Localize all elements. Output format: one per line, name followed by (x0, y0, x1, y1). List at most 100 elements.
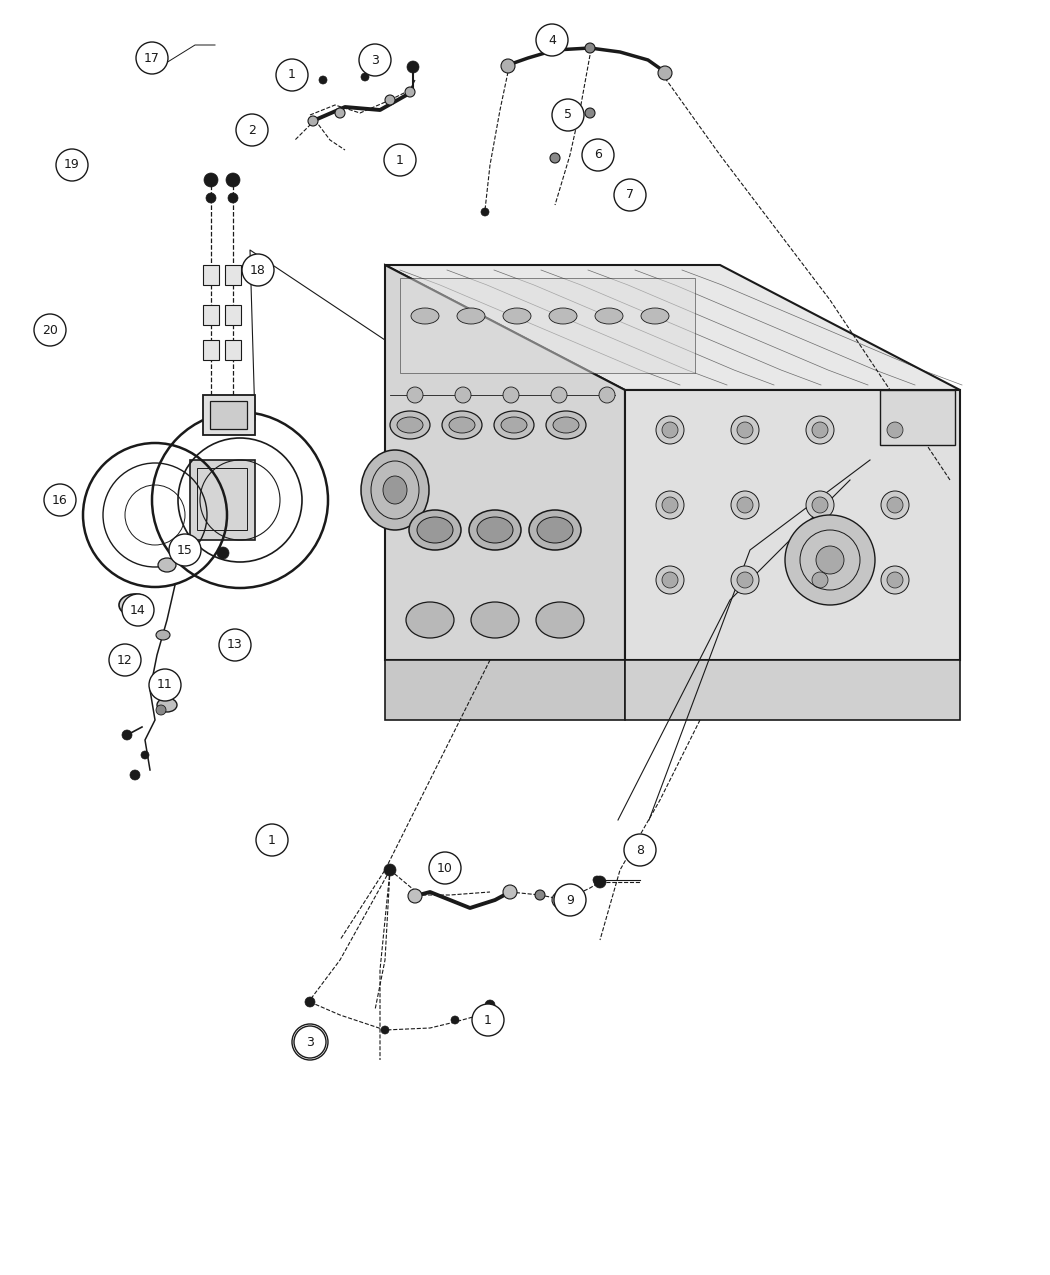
Bar (225, 340, 242, 360)
Circle shape (881, 416, 909, 444)
Ellipse shape (536, 602, 584, 638)
Text: 8: 8 (636, 844, 644, 857)
Circle shape (536, 890, 545, 900)
Ellipse shape (503, 309, 531, 324)
Circle shape (236, 113, 268, 147)
Circle shape (662, 572, 678, 588)
Circle shape (276, 59, 308, 91)
Text: 20: 20 (42, 324, 58, 337)
Text: 5: 5 (564, 108, 572, 121)
Circle shape (812, 497, 828, 513)
Circle shape (452, 1016, 459, 1024)
Bar (203, 265, 219, 286)
Text: 4: 4 (548, 33, 555, 46)
Circle shape (503, 388, 519, 403)
Circle shape (887, 572, 903, 588)
Text: 13: 13 (227, 639, 243, 652)
Circle shape (381, 1026, 388, 1034)
Bar (880, 390, 956, 445)
Circle shape (731, 566, 759, 594)
Circle shape (552, 892, 568, 908)
Circle shape (812, 572, 828, 588)
Circle shape (455, 388, 471, 403)
Circle shape (731, 416, 759, 444)
Text: 18: 18 (250, 264, 266, 277)
Ellipse shape (442, 411, 482, 439)
Circle shape (429, 852, 461, 884)
Circle shape (407, 388, 423, 403)
Circle shape (156, 705, 166, 715)
Circle shape (335, 108, 345, 119)
Ellipse shape (471, 602, 519, 638)
Bar (203, 395, 255, 435)
Ellipse shape (383, 476, 407, 504)
Circle shape (812, 422, 828, 439)
Circle shape (598, 388, 615, 403)
Circle shape (806, 416, 834, 444)
Ellipse shape (119, 594, 151, 616)
Circle shape (614, 179, 646, 210)
Ellipse shape (640, 309, 669, 324)
Circle shape (302, 1034, 318, 1051)
Circle shape (624, 834, 656, 866)
Circle shape (887, 422, 903, 439)
Ellipse shape (361, 450, 429, 530)
Ellipse shape (549, 309, 578, 324)
Circle shape (552, 99, 584, 131)
Text: 15: 15 (177, 543, 193, 556)
Ellipse shape (158, 558, 176, 572)
Text: 17: 17 (144, 51, 160, 65)
Circle shape (56, 149, 88, 181)
Text: 7: 7 (626, 189, 634, 201)
Ellipse shape (397, 417, 423, 434)
Circle shape (256, 824, 288, 856)
Circle shape (407, 61, 419, 73)
Text: 3: 3 (306, 1035, 314, 1048)
Text: 6: 6 (594, 148, 602, 162)
Polygon shape (625, 390, 960, 660)
Text: 16: 16 (52, 493, 68, 506)
Circle shape (385, 96, 395, 105)
Circle shape (731, 491, 759, 519)
Bar (225, 265, 242, 286)
Ellipse shape (457, 309, 485, 324)
Circle shape (501, 59, 514, 73)
Circle shape (109, 644, 141, 676)
Text: 12: 12 (118, 654, 133, 667)
Bar (203, 305, 219, 325)
Ellipse shape (410, 510, 461, 550)
Circle shape (308, 116, 318, 126)
Circle shape (361, 73, 369, 82)
Bar (190, 460, 255, 541)
Circle shape (806, 491, 834, 519)
Ellipse shape (553, 417, 579, 434)
Circle shape (219, 629, 251, 660)
Circle shape (737, 422, 753, 439)
Circle shape (44, 484, 76, 516)
Text: 11: 11 (158, 678, 173, 691)
Text: 19: 19 (64, 158, 80, 172)
Bar (197, 468, 247, 530)
Circle shape (737, 572, 753, 588)
Text: 1: 1 (484, 1014, 492, 1026)
Circle shape (217, 547, 229, 558)
Ellipse shape (477, 516, 513, 543)
Circle shape (662, 497, 678, 513)
Polygon shape (625, 660, 960, 720)
Polygon shape (385, 660, 625, 720)
Ellipse shape (390, 411, 430, 439)
Text: 1: 1 (396, 153, 404, 167)
Circle shape (662, 422, 678, 439)
Circle shape (737, 497, 753, 513)
Circle shape (593, 876, 601, 884)
Bar (400, 278, 695, 374)
Circle shape (785, 515, 875, 606)
Circle shape (656, 416, 684, 444)
Text: 9: 9 (566, 894, 574, 907)
Ellipse shape (449, 417, 475, 434)
Circle shape (130, 770, 140, 780)
Ellipse shape (156, 630, 170, 640)
Ellipse shape (501, 417, 527, 434)
Circle shape (359, 45, 391, 76)
Polygon shape (385, 265, 625, 660)
